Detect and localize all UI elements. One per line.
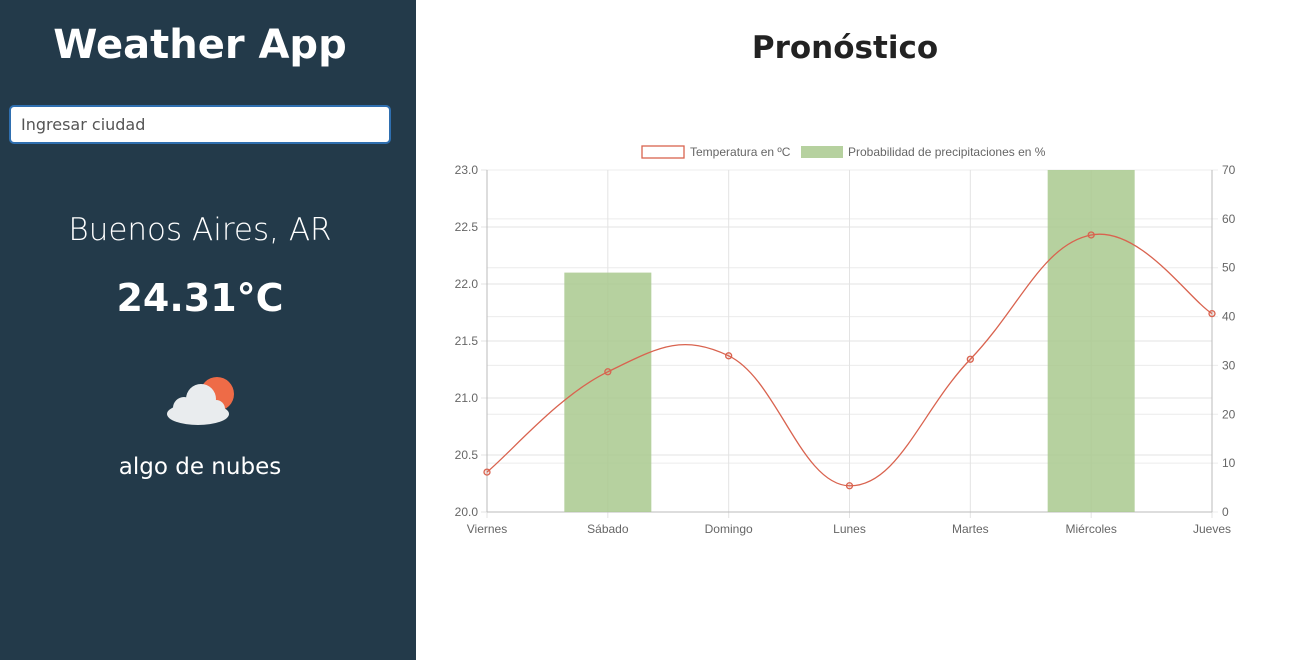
current-temperature: 24.31°C — [116, 276, 284, 320]
temperature-point — [966, 355, 974, 363]
x-tick-label: Viernes — [467, 522, 507, 536]
weather-description: algo de nubes — [118, 454, 282, 480]
forecast-chart: 20.0 20.5 21.0 21.5 22.0 22.5 23.0 0 10 20 30 40 50 6… — [455, 145, 1236, 536]
temperature-point — [725, 352, 733, 360]
city-search-input[interactable] — [9, 105, 391, 144]
x-tick-label: Domingo — [705, 522, 753, 536]
app-title: Weather App — [53, 22, 347, 68]
y-left-tick-label: 21.5 — [455, 334, 479, 348]
precipitation-bar — [564, 272, 652, 512]
y-left-tick-label: 22.0 — [455, 277, 479, 291]
y-right-tick-label: 60 — [1222, 212, 1236, 226]
y-right-tick-label: 50 — [1222, 261, 1236, 275]
y-right-tick-label: 70 — [1222, 163, 1236, 177]
temperature-point — [604, 368, 612, 376]
temperature-line — [486, 233, 1213, 487]
forecast-title: Pronóstico — [751, 30, 939, 66]
x-tick-label: Lunes — [833, 522, 866, 536]
partly-cloudy-icon — [167, 377, 234, 425]
legend-label-temperature: Temperatura en ºC — [690, 145, 791, 159]
temperature-point — [483, 468, 491, 476]
y-right-tick-label: 20 — [1222, 407, 1236, 421]
precipitation-bar — [1047, 170, 1135, 512]
x-tick-label: Miércoles — [1065, 522, 1116, 536]
temperature-point — [1087, 231, 1095, 239]
legend-swatch-temperature — [641, 145, 685, 159]
y-left-tick-label: 20.5 — [455, 448, 479, 462]
y-left-tick-label: 22.5 — [455, 220, 479, 234]
y-right-tick-label: 30 — [1222, 358, 1236, 372]
y-right-tick-label: 0 — [1222, 505, 1229, 519]
city-name: Buenos Aires, AR — [68, 212, 332, 248]
y-left-tick-label: 20.0 — [455, 505, 479, 519]
temperature-point — [1208, 309, 1216, 318]
legend-label-precipitation: Probabilidad de precipitaciones en % — [848, 145, 1046, 159]
x-tick-label: Jueves — [1193, 522, 1231, 536]
y-left-tick-label: 21.0 — [455, 391, 479, 405]
x-tick-label: Martes — [952, 522, 989, 536]
sidebar: Weather App Buenos Aires, AR 24.31°C alg… — [0, 0, 416, 660]
x-tick-label: Sábado — [587, 522, 629, 536]
y-right-tick-label: 10 — [1222, 456, 1236, 470]
y-left-tick-label: 23.0 — [455, 163, 479, 177]
legend-swatch-precipitation — [801, 146, 843, 158]
temperature-point — [845, 482, 854, 490]
y-right-tick-label: 40 — [1222, 310, 1236, 324]
chart-legend: Temperatura en ºC Probabilidad de precipi… — [641, 145, 1046, 159]
